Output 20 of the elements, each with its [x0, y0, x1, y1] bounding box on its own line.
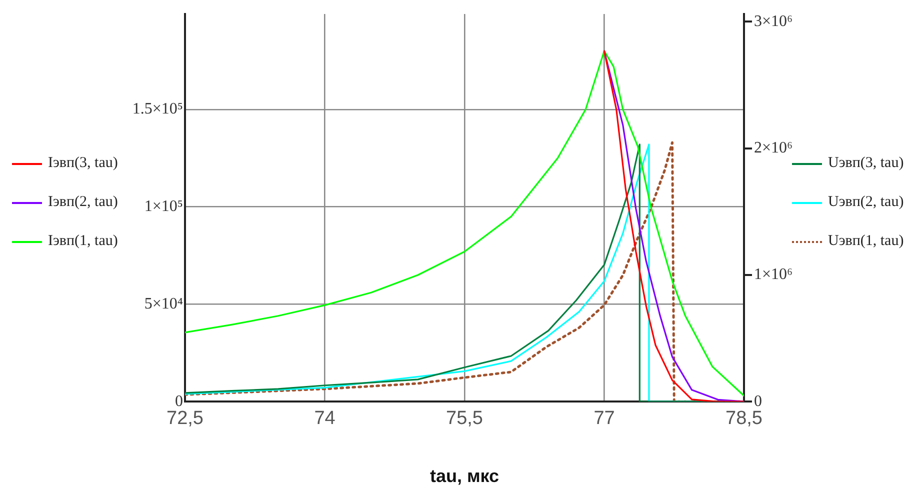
y-tick-label: 5×10⁴ — [144, 295, 184, 312]
legend-label: Iэвп(3, tau) — [48, 155, 118, 172]
x-tick-label: 74 — [314, 408, 336, 430]
y-tick-label: 1.5×10⁵ — [132, 100, 183, 118]
x-axis-title: tau, мкс — [430, 466, 500, 486]
legend-label: Uэвп(3, tau) — [828, 155, 904, 172]
legend-label: Iэвп(1, tau) — [48, 233, 118, 250]
y2-tick-label: 3×10⁶ — [754, 12, 793, 30]
x-tick-label: 75,5 — [446, 408, 483, 430]
y-tick-label: 0 — [175, 392, 183, 410]
x-tick-label: 72,5 — [166, 408, 204, 430]
legend-label: Iэвп(2, tau) — [48, 194, 118, 211]
y-tick-label: 1×10⁵ — [144, 198, 183, 216]
legend-label: Uэвп(1, tau) — [828, 233, 904, 250]
y2-tick-label: 2×10⁶ — [754, 139, 793, 156]
y2-tick-label: 1×10⁶ — [754, 266, 793, 284]
x-tick-label: 78,5 — [726, 408, 762, 430]
legend-label: Uэвп(2, tau) — [828, 194, 904, 211]
y2-tick-label: 0 — [754, 392, 762, 410]
x-tick-label: 77 — [594, 408, 615, 430]
